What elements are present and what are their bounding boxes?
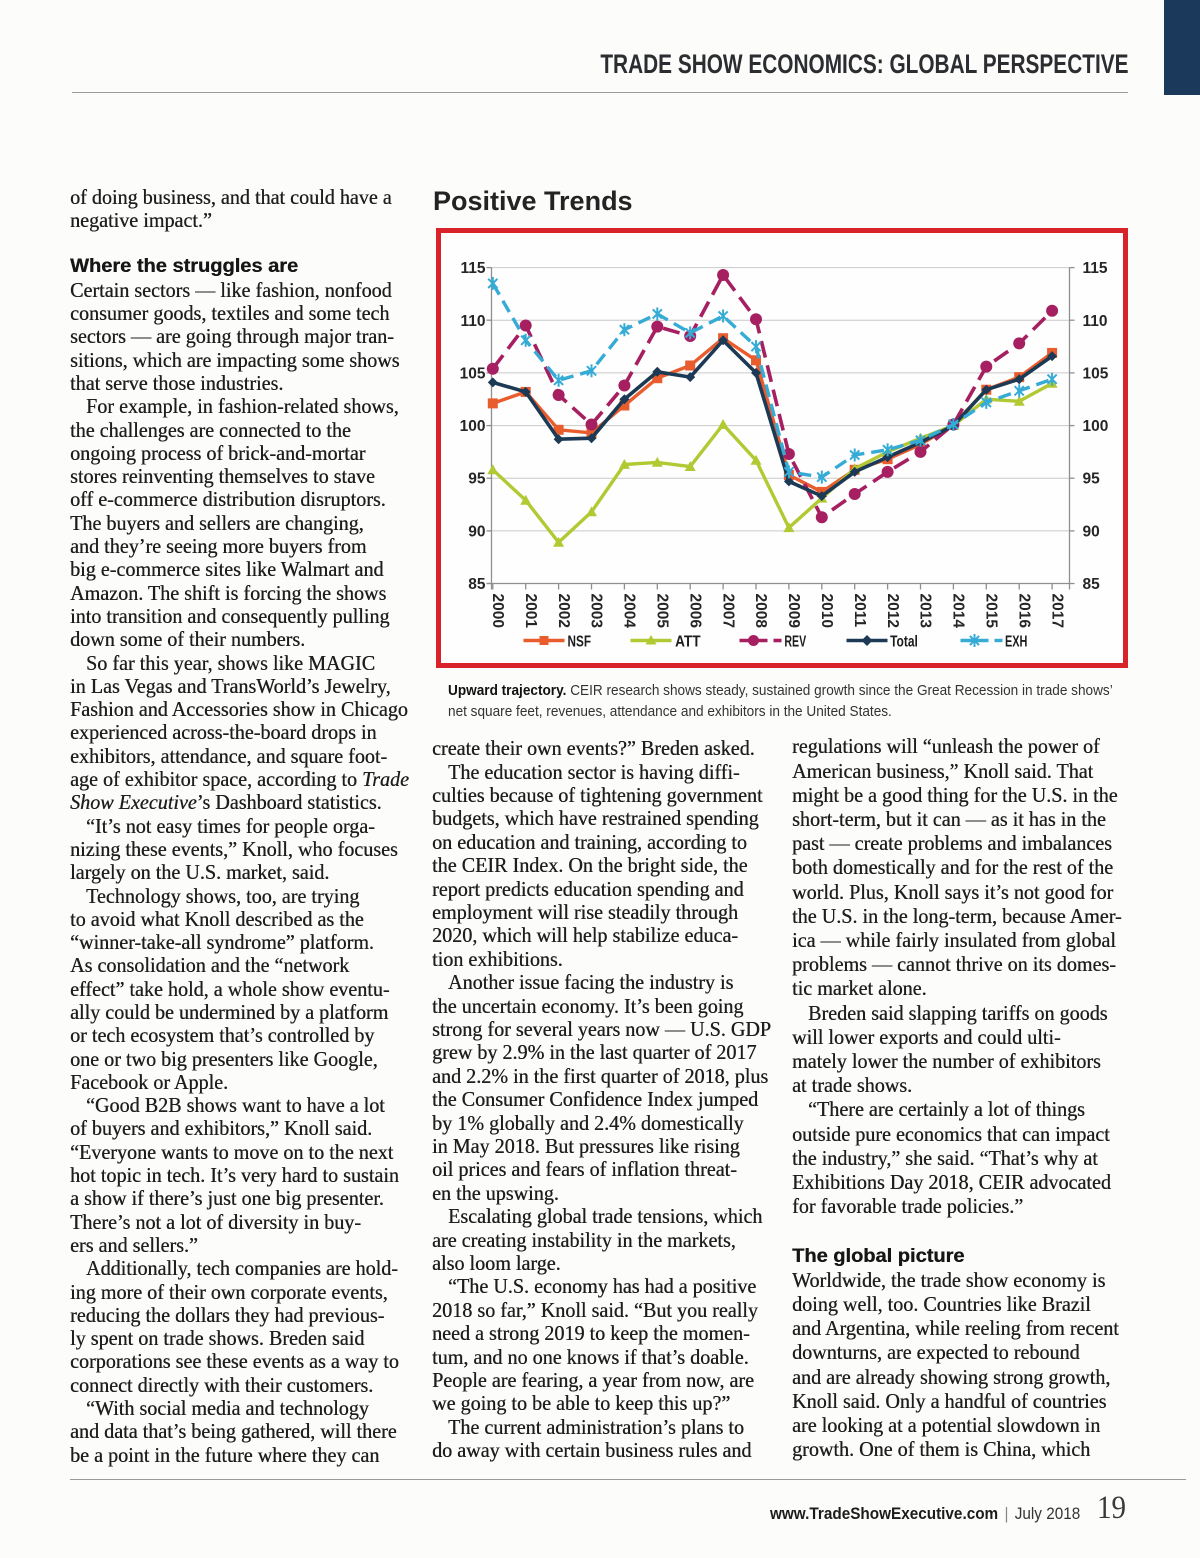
svg-text:2008: 2008	[752, 593, 769, 628]
svg-text:EXH: EXH	[1005, 633, 1027, 650]
svg-text:2003: 2003	[587, 593, 604, 628]
svg-text:2001: 2001	[521, 593, 538, 628]
svg-text:ATT: ATT	[675, 633, 701, 650]
svg-text:110: 110	[460, 312, 485, 329]
svg-text:85: 85	[1082, 576, 1100, 593]
svg-text:2007: 2007	[719, 593, 736, 627]
svg-text:2017: 2017	[1048, 593, 1065, 627]
svg-text:115: 115	[460, 260, 485, 277]
svg-text:2014: 2014	[949, 593, 966, 628]
svg-text:2002: 2002	[554, 593, 571, 627]
svg-text:90: 90	[1082, 523, 1099, 540]
svg-text:2011: 2011	[850, 593, 867, 627]
svg-text:100: 100	[1082, 418, 1108, 435]
svg-text:95: 95	[468, 470, 486, 487]
svg-text:2016: 2016	[1015, 593, 1032, 628]
svg-text:95: 95	[1082, 470, 1100, 487]
svg-text:2005: 2005	[653, 593, 670, 628]
svg-text:2010: 2010	[818, 593, 835, 627]
svg-text:115: 115	[1082, 260, 1107, 277]
svg-text:100: 100	[459, 418, 485, 435]
svg-text:2000: 2000	[489, 593, 506, 627]
svg-text:2015: 2015	[982, 593, 999, 628]
svg-text:105: 105	[1082, 365, 1108, 382]
svg-text:90: 90	[468, 523, 485, 540]
svg-text:110: 110	[1082, 312, 1107, 329]
svg-text:85: 85	[468, 576, 486, 593]
svg-text:2004: 2004	[620, 593, 637, 628]
svg-text:2006: 2006	[686, 593, 703, 628]
svg-text:105: 105	[459, 365, 485, 382]
svg-text:2013: 2013	[916, 593, 933, 628]
svg-text:NSF: NSF	[567, 633, 591, 650]
svg-text:2012: 2012	[883, 593, 900, 627]
svg-text:REV: REV	[784, 633, 806, 650]
svg-text:2009: 2009	[785, 593, 802, 628]
svg-text:Total: Total	[890, 633, 918, 650]
